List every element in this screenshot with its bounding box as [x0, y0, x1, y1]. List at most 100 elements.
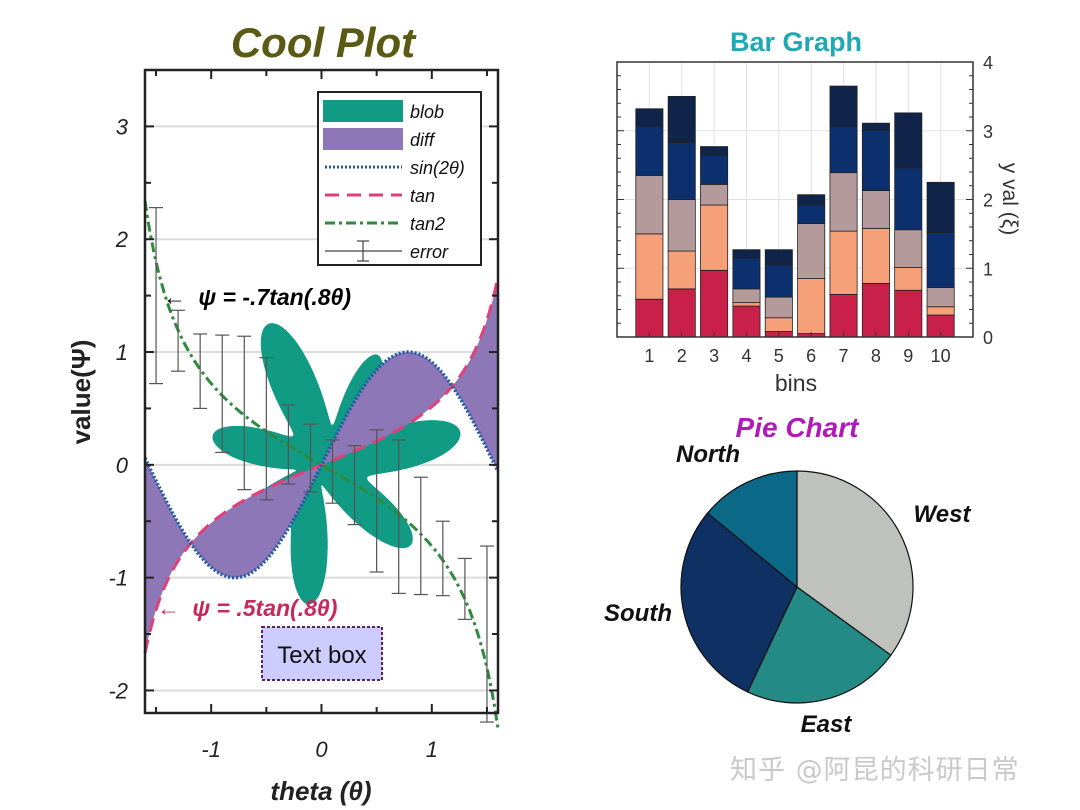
bar-segment-10	[926, 232, 955, 288]
bar-segment-2	[667, 250, 696, 290]
bar-segment-6	[797, 204, 826, 224]
bar-segment-8	[861, 282, 890, 338]
bar-segment-3	[700, 146, 729, 156]
x-tick-label: 1	[426, 737, 438, 762]
bar-y-tick-label: 2	[983, 191, 993, 211]
y-tick-label: -2	[108, 678, 128, 703]
pie-label-north: North	[676, 441, 740, 468]
pie-label-south: South	[604, 600, 672, 627]
bar-segment-9	[894, 289, 923, 338]
y-tick-label: -1	[108, 566, 128, 591]
bar-segment-2	[667, 95, 696, 143]
y-tick-label: 2	[115, 227, 128, 252]
bar-segment-1	[635, 108, 664, 127]
bar-segment-10	[926, 287, 955, 308]
bar-x-tick-label: 1	[644, 346, 654, 366]
cool-plot: Cool Plot -1 0 1 -2 -1 0 1 2 3 theta (θ) value(Ψ…	[66, 19, 500, 806]
bar-segment-4	[732, 288, 761, 304]
legend-label: sin(2θ)	[410, 158, 465, 178]
annotation-upper-text: ψ = -.7tan(.8θ)	[198, 284, 351, 310]
bar-segment-2	[667, 199, 696, 252]
tan2-line	[143, 200, 500, 729]
annotation-lower-text: ψ = .5tan(.8θ)	[192, 595, 337, 621]
bar-segment-4	[732, 257, 761, 290]
bar-graph-ylabel: y val (ξ)	[998, 163, 1021, 235]
bar-segment-4	[732, 302, 761, 307]
bar-y-tick-label: 0	[983, 328, 993, 348]
bar-y-tick-label: 4	[983, 53, 993, 73]
blob-shape	[210, 323, 461, 605]
cool-plot-ticks: -1 0 1 -2 -1 0 1 2 3	[108, 69, 498, 762]
bar-x-tick-label: 10	[931, 346, 951, 366]
bar-segment-9	[894, 167, 923, 231]
legend-swatch-blob	[323, 100, 403, 122]
bar-segment-6	[797, 194, 826, 206]
annotation-lower-arrow: ←	[157, 595, 180, 621]
bar-x-tick-label: 6	[806, 346, 816, 366]
text-box-label: Text box	[277, 642, 366, 669]
bar-graph: Bar Graph 1 2 3 4 5 6 7 8 9 10 0 1 2 3 4 bins y val (ξ…	[616, 27, 1021, 396]
pie-slices	[680, 470, 914, 704]
bar-segment-10	[926, 306, 955, 316]
annotation-upper: ← ψ = -.7tan(.8θ)	[163, 284, 351, 310]
cool-plot-ylabel: value(Ψ)	[66, 340, 96, 445]
watermark: 知乎 @阿昆的科研日常	[730, 755, 1020, 786]
x-tick-label: 0	[315, 737, 328, 762]
bar-segment-7	[829, 230, 858, 295]
bar-segment-8	[861, 129, 890, 191]
bar-segment-5	[764, 296, 793, 319]
bar-x-tick-label: 9	[903, 346, 913, 366]
bar-segment-9	[894, 229, 923, 268]
diff-region	[145, 276, 498, 654]
bar-segment-2	[667, 142, 696, 200]
legend-label: tan	[410, 186, 435, 206]
bar-x-tick-label: 3	[709, 346, 719, 366]
pie-chart: Pie Chart West East South North	[604, 412, 971, 738]
bar-segment-1	[635, 125, 664, 176]
bar-graph-bars	[635, 85, 955, 338]
bar-x-tick-label: 2	[677, 346, 687, 366]
pie-label-east: East	[801, 711, 853, 738]
bar-graph-ticks: 1 2 3 4 5 6 7 8 9 10 0 1 2 3 4	[617, 53, 993, 366]
pie-chart-title: Pie Chart	[736, 412, 861, 443]
y-tick-label: 3	[116, 114, 129, 139]
bar-segment-9	[894, 267, 923, 291]
bar-x-tick-label: 7	[839, 346, 849, 366]
legend-label: tan2	[410, 214, 445, 234]
legend-label: blob	[410, 102, 444, 122]
bar-segment-2	[667, 288, 696, 338]
bar-segment-6	[797, 278, 826, 334]
bar-graph-xlabel: bins	[775, 370, 817, 396]
bar-segment-4	[732, 249, 761, 259]
bar-segment-3	[700, 154, 729, 185]
bar-x-tick-label: 5	[774, 346, 784, 366]
bar-segment-8	[861, 190, 890, 229]
y-tick-label: 0	[116, 453, 129, 478]
legend-label: diff	[410, 130, 436, 150]
bar-y-tick-label: 1	[983, 259, 993, 279]
bar-segment-8	[861, 227, 890, 284]
tan-line	[143, 276, 500, 654]
error-bars	[149, 207, 494, 723]
bar-segment-3	[700, 269, 729, 338]
annotation-upper-arrow: ←	[163, 284, 186, 310]
bar-segment-1	[635, 175, 664, 235]
bar-segment-10	[926, 181, 955, 233]
pie-slice-west	[796, 470, 914, 657]
bar-segment-5	[764, 264, 793, 298]
y-tick-label: 1	[116, 340, 128, 365]
bar-x-tick-label: 8	[871, 346, 881, 366]
bar-segment-5	[764, 317, 793, 332]
x-tick-label: -1	[201, 737, 221, 762]
text-box	[261, 626, 383, 681]
bar-segment-7	[829, 85, 858, 127]
cool-plot-title: Cool Plot	[231, 19, 417, 66]
legend-swatch-diff	[323, 128, 403, 150]
bar-y-tick-label: 3	[983, 122, 993, 142]
legend-label: error	[410, 242, 449, 262]
bar-segment-5	[764, 249, 793, 266]
bar-segment-1	[635, 233, 664, 300]
cool-plot-legend: blob diff sin(2θ) tan tan2 error	[317, 91, 482, 266]
pie-slice-north	[706, 470, 798, 589]
